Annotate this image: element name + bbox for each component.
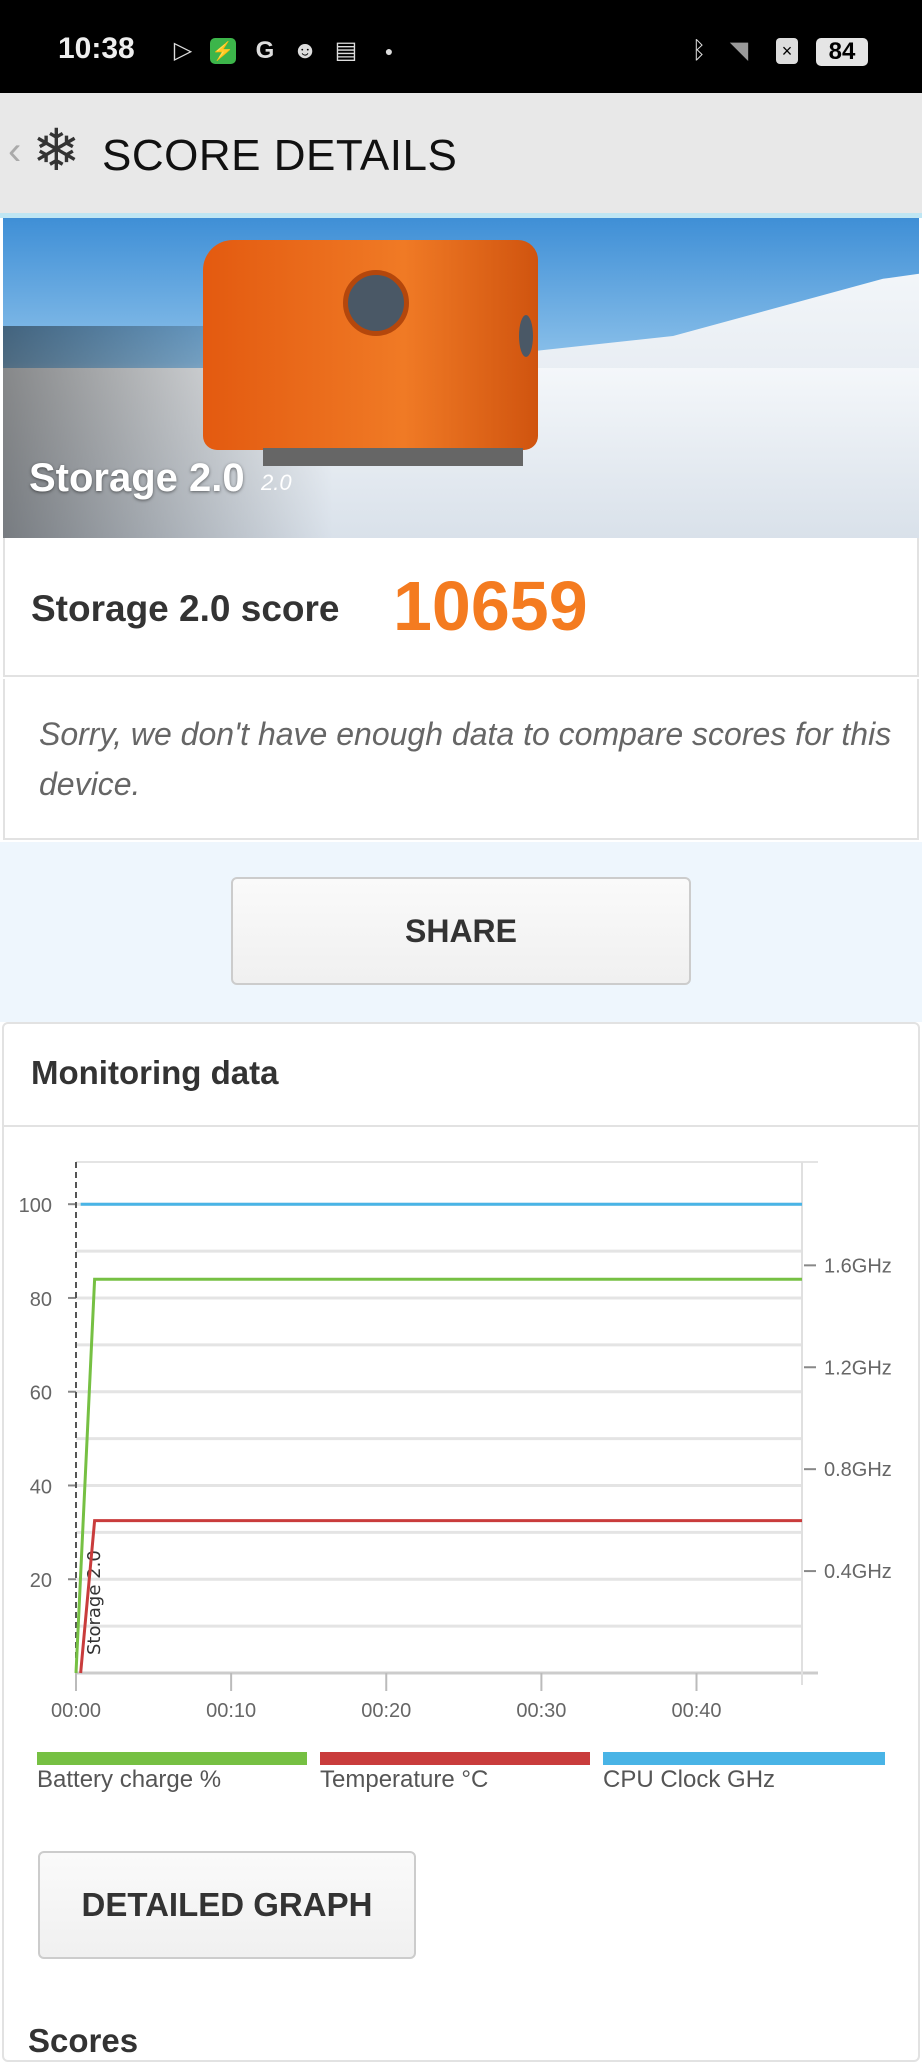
score-row: Storage 2.0 score 10659: [3, 538, 919, 677]
cabin-window-side: [519, 315, 533, 357]
shield-app-icon: ⚡: [210, 38, 236, 64]
y-tick-label: 40: [30, 1476, 52, 1498]
dot-icon: ●: [384, 43, 394, 59]
sim-x-icon: ×: [776, 38, 798, 64]
y-tick-label: 20: [30, 1570, 52, 1592]
page-title: SCORE DETAILS: [102, 131, 458, 180]
chevron-left-icon[interactable]: ‹: [8, 129, 22, 173]
series-line-battery: [74, 1277, 802, 1674]
x-tick-label: 00:20: [361, 1700, 411, 1720]
google-icon: G: [255, 37, 275, 64]
bluetooth-icon: ᛒ: [691, 37, 707, 64]
status-bar: 10:38 ▷ ⚡ G ☻ ▤ ● ᛒ ◥ × 84: [0, 0, 922, 93]
detailed-graph-button[interactable]: DETAILED GRAPH: [38, 1851, 416, 1959]
legend-swatch-temperature: [320, 1752, 590, 1765]
legend-label-temperature: Temperature °C: [320, 1766, 489, 1793]
legend-label-battery: Battery charge %: [37, 1766, 222, 1793]
score-label: Storage 2.0 score: [31, 588, 340, 629]
monitoring-title: Monitoring data: [31, 1054, 279, 1091]
right-tick-label: 0.4GHz: [824, 1561, 892, 1583]
y-tick-label: 60: [30, 1383, 52, 1405]
wifi-icon: ◥: [729, 37, 749, 64]
cabin-window: [343, 270, 409, 336]
series-line-temperature: [79, 1519, 802, 1674]
divider: [4, 1125, 918, 1127]
calendar-icon: ▤: [334, 37, 358, 64]
battery-icon: 84: [816, 38, 868, 66]
test-name: Storage 2.0: [29, 456, 245, 500]
y-tick-label: 80: [30, 1289, 52, 1311]
monitoring-chart: 20 40 60 80 100 0.4GHz 0.8GHz 1.2GHz 1.6GHz 00:00…: [19, 1161, 892, 1720]
legend-swatch-cpu: [603, 1752, 885, 1765]
right-tick-label: 1.2GHz: [824, 1357, 892, 1379]
orange-cabin: [203, 240, 538, 450]
snowflake-icon: ❄: [32, 118, 81, 183]
right-tick-label: 0.8GHz: [824, 1459, 892, 1481]
x-tick-label: 00:00: [51, 1700, 101, 1720]
cabin-sled: [263, 448, 523, 466]
score-value: 10659: [393, 567, 588, 645]
x-tick-label: 00:40: [671, 1700, 721, 1720]
right-tick-label: 1.6GHz: [824, 1255, 892, 1277]
status-time: 10:38: [58, 32, 135, 65]
x-tick-label: 00:30: [516, 1700, 566, 1720]
compare-message-box: Sorry, we don't have enough data to comp…: [3, 679, 919, 840]
hero-image: Storage 2.0 2.0: [3, 218, 919, 538]
share-button[interactable]: SHARE: [231, 877, 691, 985]
share-area: SHARE: [0, 842, 922, 1022]
app-header: ‹ ❄ SCORE DETAILS: [0, 93, 922, 213]
cat-app-icon: ☻: [292, 37, 318, 64]
play-store-icon: ▷: [173, 37, 193, 64]
legend-swatch-battery: [37, 1752, 307, 1765]
x-tick-label: 00:10: [206, 1700, 256, 1720]
test-version: 2.0: [261, 470, 292, 495]
scores-heading: Scores: [28, 2022, 139, 2059]
compare-message: Sorry, we don't have enough data to comp…: [39, 716, 892, 802]
header-accent-line: [0, 213, 922, 218]
y-tick-label: 100: [19, 1195, 52, 1217]
legend-label-cpu: CPU Clock GHz: [603, 1766, 776, 1793]
